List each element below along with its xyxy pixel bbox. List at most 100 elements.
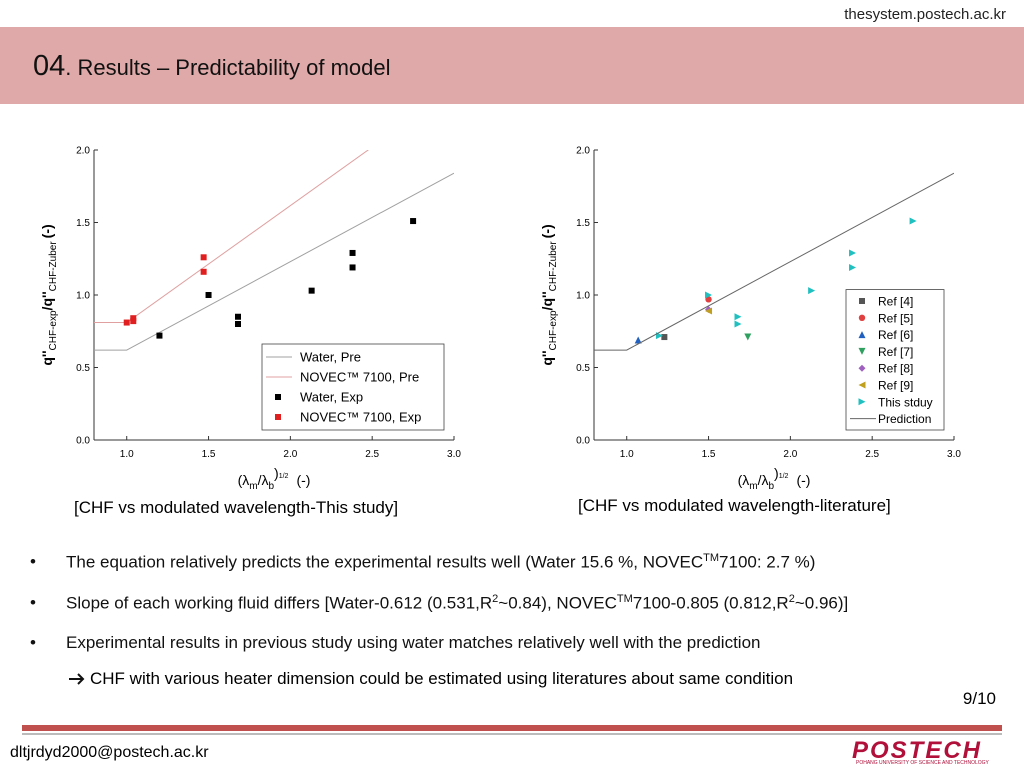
y-label-part: (-) <box>39 224 55 238</box>
point <box>734 313 742 321</box>
plot <box>94 150 454 351</box>
point <box>859 298 865 304</box>
text: Slope of each working fluid differs [Wat… <box>66 593 493 613</box>
point <box>275 394 281 400</box>
x-tick-label: 1.0 <box>120 449 134 460</box>
x-tick-label: 3.0 <box>947 449 961 460</box>
legend-label: Ref [4] <box>878 295 913 309</box>
header-band <box>0 27 1024 104</box>
plot <box>594 172 954 351</box>
y-label-part: CHF-exp <box>548 310 559 350</box>
point <box>308 287 315 294</box>
legend-label: Prediction <box>878 412 931 426</box>
page-number: 9/10 <box>962 689 996 708</box>
x-tick-label: 1.0 <box>620 449 634 460</box>
x-tick-label: 2.5 <box>365 449 379 460</box>
x-label-part: /λ <box>758 472 769 488</box>
y-label-part: /q'' <box>539 291 555 310</box>
legend-label: Water, Pre <box>300 350 361 365</box>
point <box>200 254 207 261</box>
point <box>808 287 816 295</box>
point <box>858 331 866 339</box>
point <box>205 292 212 298</box>
point <box>634 336 642 344</box>
y-label-part: q'' <box>39 350 55 365</box>
point <box>123 319 130 326</box>
text: ~0.84), NOVEC <box>498 593 617 613</box>
header-title: 04. Results – Predictability of model <box>33 50 391 83</box>
x-label-part: m <box>249 481 257 492</box>
point <box>235 321 241 327</box>
x-label-part: (λ <box>238 472 250 488</box>
line <box>94 150 369 324</box>
y-label: q''CHF-exp/q''CHF-Zuber (-) <box>39 224 59 365</box>
logo-sub: POHANG UNIVERSITY OF SCIENCE AND TECHNOL… <box>856 760 989 766</box>
y-tick-label: 0.5 <box>76 363 90 374</box>
x-label-part: (λ <box>738 472 750 488</box>
legend-label: Water, Exp <box>300 390 363 405</box>
legend-label: This stduy <box>878 395 933 409</box>
y-tick-label: 1.0 <box>76 291 90 302</box>
y-label: q''CHF-exp/q''CHF-Zuber (-) <box>539 224 559 365</box>
point <box>744 333 752 341</box>
x-label-part: /λ <box>258 472 269 488</box>
x-label-part: 1/2 <box>279 473 289 480</box>
line <box>94 172 454 351</box>
text: The equation relatively predicts the exp… <box>66 552 704 572</box>
x-label-part: (-) <box>296 472 310 488</box>
point <box>200 268 207 275</box>
x-label-part: 1/2 <box>779 473 789 480</box>
point <box>858 364 866 372</box>
point <box>349 264 356 271</box>
x-label-part: b <box>768 481 774 492</box>
point <box>410 218 417 225</box>
legend-label: Ref [7] <box>878 345 913 359</box>
title: . Results – Predictability of model <box>65 55 391 80</box>
y-label-part: CHF-Zuber <box>548 241 559 292</box>
x-tick-label: 2.0 <box>783 449 797 460</box>
y-tick-label: 2.0 <box>76 146 90 157</box>
point <box>705 307 713 315</box>
sup: 2 <box>788 593 795 605</box>
legend-label: NOVEC™ 7100, Exp <box>300 410 421 425</box>
y-label-part: (-) <box>539 224 555 238</box>
point <box>858 381 866 389</box>
point <box>349 249 356 256</box>
caption: [CHF vs modulated wavelength-literature] <box>578 496 891 515</box>
x-label-part: ) <box>274 465 279 481</box>
legend-box <box>845 289 945 431</box>
x-tick-label: 3.0 <box>447 449 461 460</box>
point <box>661 334 668 341</box>
y-label-part: CHF-exp <box>48 310 59 350</box>
y-tick-label: 0.0 <box>576 436 590 447</box>
point <box>858 347 866 355</box>
x-label: (λm/λb)1/2 (-) <box>738 465 811 492</box>
x-label-part: m <box>749 481 757 492</box>
point <box>858 314 866 321</box>
y-tick-label: 2.0 <box>576 146 590 157</box>
point <box>849 263 857 271</box>
line <box>594 172 954 351</box>
legend-label: Ref [6] <box>878 328 913 342</box>
text: Experimental results in previous study u… <box>66 633 761 652</box>
point <box>705 296 712 303</box>
footer-rule <box>22 733 1002 735</box>
point <box>130 315 137 322</box>
chart: 0.0 0.5 1.0 1.5 2.0 1.0 1.5 2.0 2.5 3.0 (λm/λb)1/2… <box>39 146 461 493</box>
chart: 0.0 0.5 1.0 1.5 2.0 1.0 1.5 2.0 2.5 3.0 (λm/λb)1/2… <box>539 146 961 493</box>
text: 7100-0.805 (0.812,R <box>632 593 789 613</box>
legend-box <box>261 343 445 431</box>
text: ~0.96)] <box>794 593 849 613</box>
sup: TM <box>703 552 720 564</box>
y-tick-label: 1.5 <box>76 218 90 229</box>
sup: TM <box>616 593 633 605</box>
logo: POSTECH <box>852 737 983 764</box>
y-tick-label: 0.5 <box>576 363 590 374</box>
footer-rule <box>22 725 1002 731</box>
x-tick-label: 2.0 <box>283 449 297 460</box>
site: thesystem.postech.ac.kr <box>844 6 1006 23</box>
x-label-part: (-) <box>796 472 810 488</box>
arrow-icon <box>69 673 85 685</box>
x-label: (λm/λb)1/2 (-) <box>238 465 311 492</box>
